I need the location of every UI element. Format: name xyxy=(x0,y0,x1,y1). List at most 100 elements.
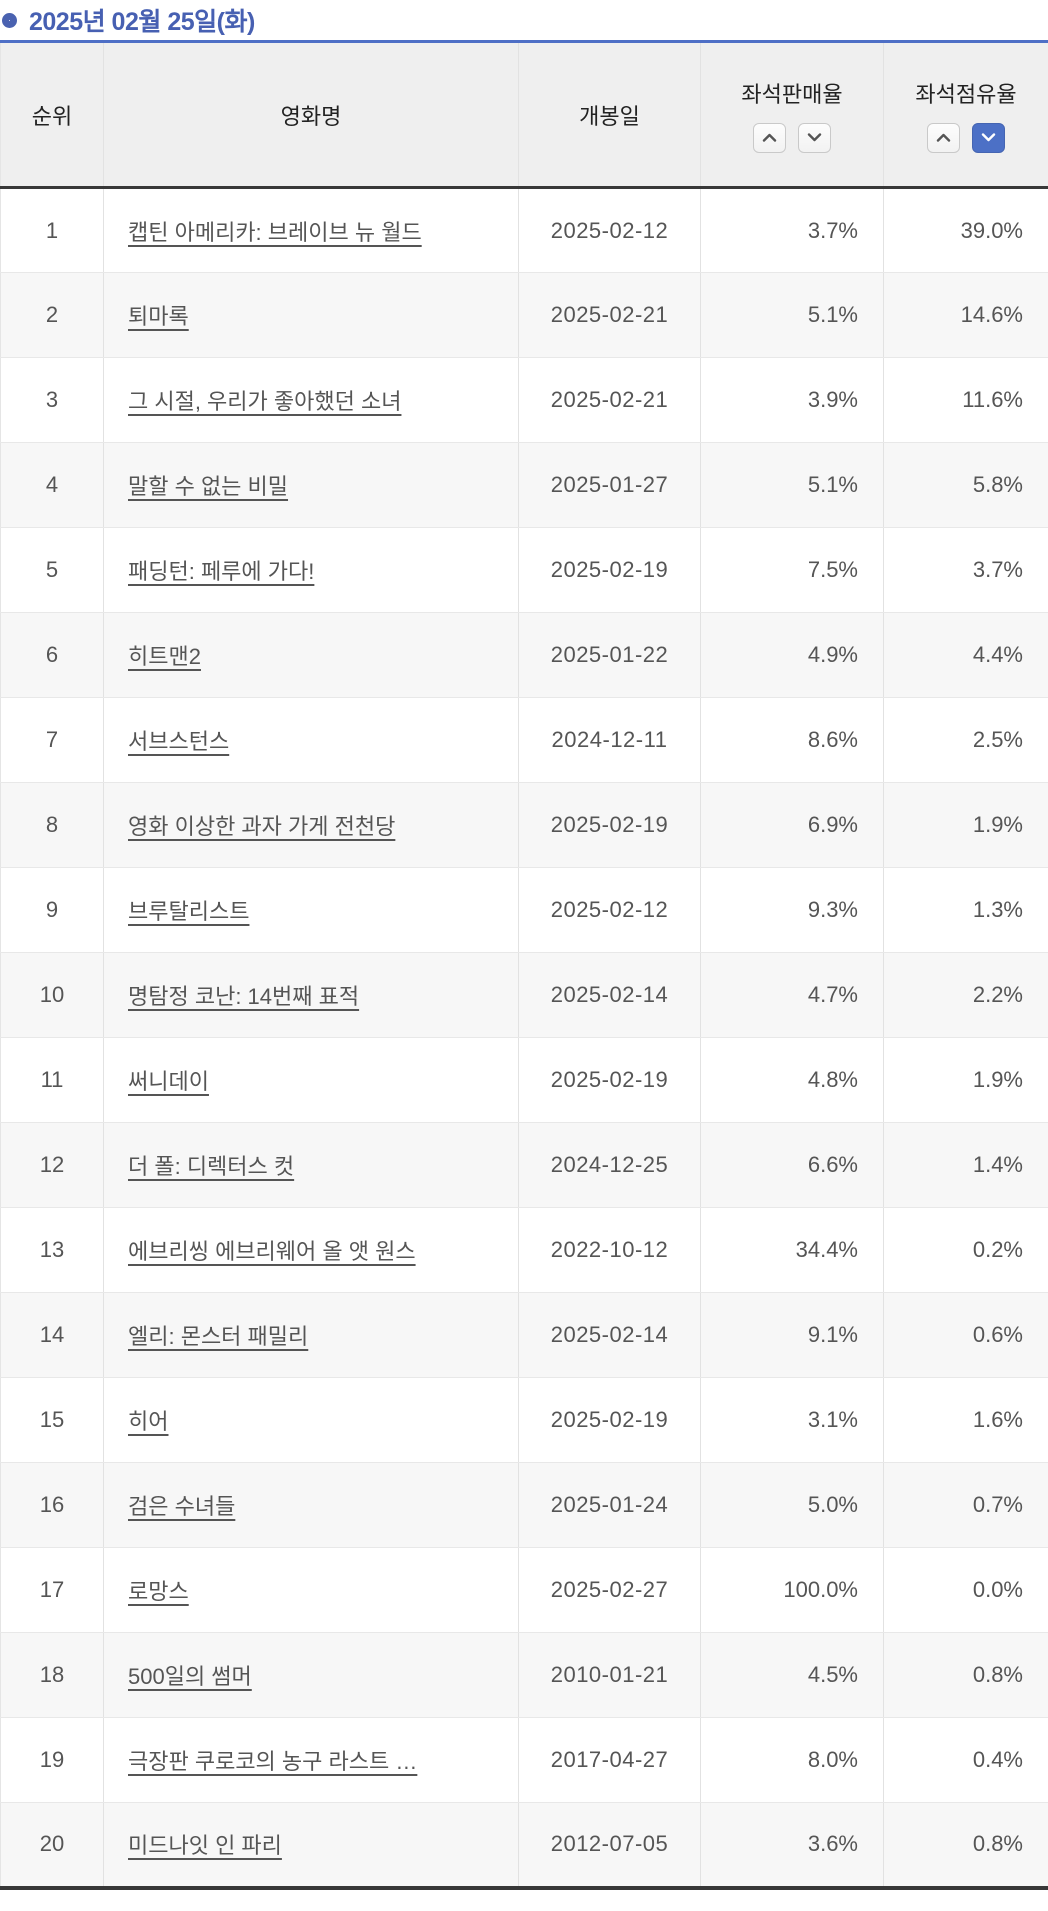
table-row: 5 패딩턴: 페루에 가다! 2025-02-19 7.5% 3.7% xyxy=(0,527,1048,613)
table-header: 순위 영화명 개봉일 좌석판매율 좌석점유율 xyxy=(0,41,1048,189)
rank-cell: 7 xyxy=(0,697,104,783)
rank-cell: 16 xyxy=(0,1462,104,1548)
column-header-label: 좌석판매율 xyxy=(741,81,843,107)
rank-cell: 14 xyxy=(0,1292,104,1378)
rank-cell: 12 xyxy=(0,1122,104,1208)
seat-sales-rate-cell: 9.1% xyxy=(700,1292,884,1378)
seat-occupancy-rate-cell: 14.6% xyxy=(883,272,1048,358)
movie-link[interactable]: 서브스턴스 xyxy=(128,729,230,754)
seat-sales-rate-cell: 6.9% xyxy=(700,782,884,868)
movie-link[interactable]: 브루탈리스트 xyxy=(128,899,250,924)
seat-sales-rate-cell: 4.9% xyxy=(700,612,884,698)
sort-asc-button-seat-sales[interactable] xyxy=(753,122,786,153)
movie-link[interactable]: 더 폴: 디렉터스 컷 xyxy=(128,1154,295,1179)
table-row: 14 엘리: 몬스터 패밀리 2025-02-14 9.1% 0.6% xyxy=(0,1292,1048,1378)
release-date-cell: 2022-10-12 xyxy=(518,1207,701,1293)
release-date-cell: 2012-07-05 xyxy=(518,1802,701,1888)
release-date-cell: 2025-02-27 xyxy=(518,1547,701,1633)
movie-link[interactable]: 미드나잇 인 파리 xyxy=(128,1833,282,1859)
release-date-cell: 2017-04-27 xyxy=(518,1717,701,1803)
table-row: 18 500일의 썸머 2010-01-21 4.5% 0.8% xyxy=(0,1632,1048,1718)
column-header-movie: 영화명 xyxy=(103,41,519,189)
table-row: 19 극장판 쿠로코의 농구 라스트 … 2017-04-27 8.0% 0.4… xyxy=(0,1717,1048,1803)
rank-cell: 2 xyxy=(0,272,104,358)
rank-cell: 18 xyxy=(0,1632,104,1718)
seat-sales-rate-cell: 5.0% xyxy=(700,1462,884,1548)
rank-cell: 4 xyxy=(0,442,104,528)
release-date-cell: 2010-01-21 xyxy=(518,1632,701,1718)
rank-cell: 19 xyxy=(0,1717,104,1803)
rank-cell: 10 xyxy=(0,952,104,1038)
seat-sales-rate-cell: 9.3% xyxy=(700,867,884,953)
movie-link[interactable]: 엘리: 몬스터 패밀리 xyxy=(128,1324,309,1349)
movie-link[interactable]: 말할 수 없는 비밀 xyxy=(128,474,289,499)
table-body: 1 캡틴 아메리카: 브레이브 뉴 월드 2025-02-12 3.7% 39.… xyxy=(0,187,1048,1888)
seat-occupancy-rate-cell: 2.2% xyxy=(883,952,1048,1038)
movie-link[interactable]: 패딩턴: 페루에 가다! xyxy=(128,559,315,584)
table-row: 3 그 시절, 우리가 좋아했던 소녀 2025-02-21 3.9% 11.6… xyxy=(0,357,1048,443)
seat-sales-rate-cell: 7.5% xyxy=(700,527,884,613)
column-header-label: 좌석점유율 xyxy=(915,81,1017,107)
seat-occupancy-rate-cell: 0.2% xyxy=(883,1207,1048,1293)
sort-desc-button-seat-sales[interactable] xyxy=(798,122,831,153)
release-date-cell: 2025-02-19 xyxy=(518,527,701,613)
seat-sales-rate-cell: 8.0% xyxy=(700,1717,884,1803)
movie-link[interactable]: 그 시절, 우리가 좋아했던 소녀 xyxy=(128,389,402,414)
release-date-cell: 2025-01-22 xyxy=(518,612,701,698)
seat-occupancy-rate-cell: 1.4% xyxy=(883,1122,1048,1208)
movie-link[interactable]: 퇴마록 xyxy=(128,304,189,329)
rank-cell: 15 xyxy=(0,1377,104,1463)
chevron-up-icon xyxy=(762,133,777,142)
seat-sales-rate-cell: 4.8% xyxy=(700,1037,884,1123)
seat-occupancy-rate-cell: 0.6% xyxy=(883,1292,1048,1378)
rank-cell: 5 xyxy=(0,527,104,613)
release-date-cell: 2025-02-21 xyxy=(518,357,701,443)
seat-occupancy-rate-cell: 0.4% xyxy=(883,1717,1048,1803)
chevron-up-icon xyxy=(936,133,951,142)
seat-occupancy-rate-cell: 1.6% xyxy=(883,1377,1048,1463)
sort-desc-button-seat-occupancy-active[interactable] xyxy=(972,122,1005,153)
movie-link[interactable]: 캡틴 아메리카: 브레이브 뉴 월드 xyxy=(128,219,422,245)
release-date-cell: 2025-02-14 xyxy=(518,1292,701,1378)
movie-link[interactable]: 히어 xyxy=(128,1409,169,1434)
release-date-cell: 2025-02-12 xyxy=(518,867,701,953)
movie-link[interactable]: 영화 이상한 과자 가게 전천당 xyxy=(128,814,396,839)
rank-cell: 8 xyxy=(0,782,104,868)
table-row: 15 히어 2025-02-19 3.1% 1.6% xyxy=(0,1377,1048,1463)
seat-occupancy-rate-cell: 1.9% xyxy=(883,1037,1048,1123)
rank-cell: 11 xyxy=(0,1037,104,1123)
movie-link[interactable]: 명탐정 코난: 14번째 표적 xyxy=(128,984,360,1009)
seat-sales-rate-cell: 5.1% xyxy=(700,272,884,358)
table-row: 11 써니데이 2025-02-19 4.8% 1.9% xyxy=(0,1037,1048,1123)
movie-link[interactable]: 히트맨2 xyxy=(128,644,201,669)
movie-link[interactable]: 에브리씽 에브리웨어 올 앳 원스 xyxy=(128,1239,416,1264)
seat-occupancy-rate-cell: 11.6% xyxy=(883,357,1048,443)
seat-sales-rate-cell: 6.6% xyxy=(700,1122,884,1208)
movie-link[interactable]: 검은 수녀들 xyxy=(128,1494,236,1519)
movie-link[interactable]: 극장판 쿠로코의 농구 라스트 … xyxy=(128,1749,418,1774)
seat-sales-rate-cell: 5.1% xyxy=(700,442,884,528)
ring-icon xyxy=(2,12,17,28)
release-date-cell: 2025-02-21 xyxy=(518,272,701,358)
seat-sales-rate-cell: 3.1% xyxy=(700,1377,884,1463)
column-header-rank: 순위 xyxy=(0,41,104,189)
movie-link[interactable]: 로망스 xyxy=(128,1579,189,1604)
movie-link[interactable]: 써니데이 xyxy=(128,1069,209,1094)
release-date-cell: 2025-02-14 xyxy=(518,952,701,1038)
seat-sales-rate-cell: 3.7% xyxy=(700,187,884,273)
table-row: 6 히트맨2 2025-01-22 4.9% 4.4% xyxy=(0,612,1048,698)
table-row: 4 말할 수 없는 비밀 2025-01-27 5.1% 5.8% xyxy=(0,442,1048,528)
seat-occupancy-rate-cell: 0.0% xyxy=(883,1547,1048,1633)
table-row: 2 퇴마록 2025-02-21 5.1% 14.6% xyxy=(0,272,1048,358)
seat-occupancy-rate-cell: 0.8% xyxy=(883,1632,1048,1718)
seat-sales-rate-cell: 8.6% xyxy=(700,697,884,783)
sort-asc-button-seat-occupancy[interactable] xyxy=(927,122,960,153)
rank-cell: 17 xyxy=(0,1547,104,1633)
movie-link[interactable]: 500일의 썸머 xyxy=(128,1664,252,1689)
table-row: 1 캡틴 아메리카: 브레이브 뉴 월드 2025-02-12 3.7% 39.… xyxy=(0,187,1048,273)
seat-occupancy-rate-cell: 0.8% xyxy=(883,1802,1048,1888)
release-date-cell: 2025-02-12 xyxy=(518,187,701,273)
rank-cell: 1 xyxy=(0,187,104,273)
release-date-cell: 2025-01-27 xyxy=(518,442,701,528)
